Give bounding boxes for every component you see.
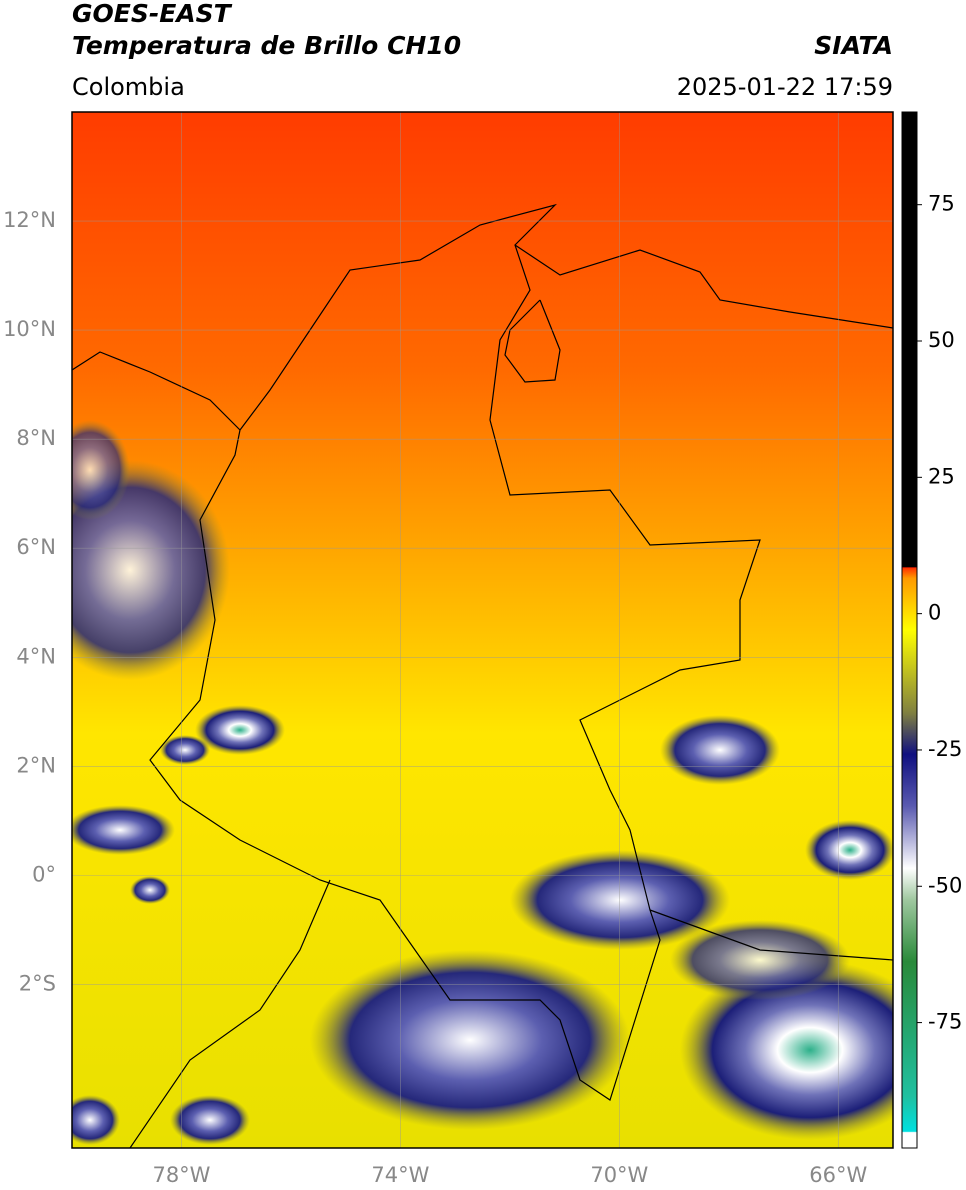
title: GOES-EAST [72,0,233,28]
y-tick-label: 6°N [16,535,56,559]
colorbar-tick-label: 75 [928,192,955,216]
datetime: 2025-01-22 17:59 [677,73,893,101]
y-tick-label: 2°N [16,753,56,777]
y-tick-label: 12°N [3,208,56,232]
x-tick-label: 70°W [590,1163,648,1187]
y-tick-label: 8°N [16,426,56,450]
x-tick-label: 74°W [371,1163,429,1187]
colorbar-tick-label: 0 [928,601,941,625]
colorbar-tick-label: 25 [928,464,955,488]
subtitle: Temperatura de Brillo CH10 [72,31,461,60]
map-frame [71,111,894,1149]
y-tick-label: 4°N [16,644,56,668]
region: Colombia [72,73,185,101]
x-tick-label: 66°W [809,1163,867,1187]
colorbar-tick-label: -25 [928,737,962,761]
source: SIATA [814,31,893,60]
colorbar [901,111,918,1149]
y-tick-label: 10°N [3,317,56,341]
map-image [72,112,893,1148]
colorbar-tick-label: 50 [928,328,955,352]
x-tick-label: 78°W [152,1163,210,1187]
colorbar-tick-label: -50 [928,873,962,897]
y-tick-label: 0° [32,862,56,886]
y-tick-label: 2°S [19,971,56,995]
colorbar-tick-label: -75 [928,1010,962,1034]
